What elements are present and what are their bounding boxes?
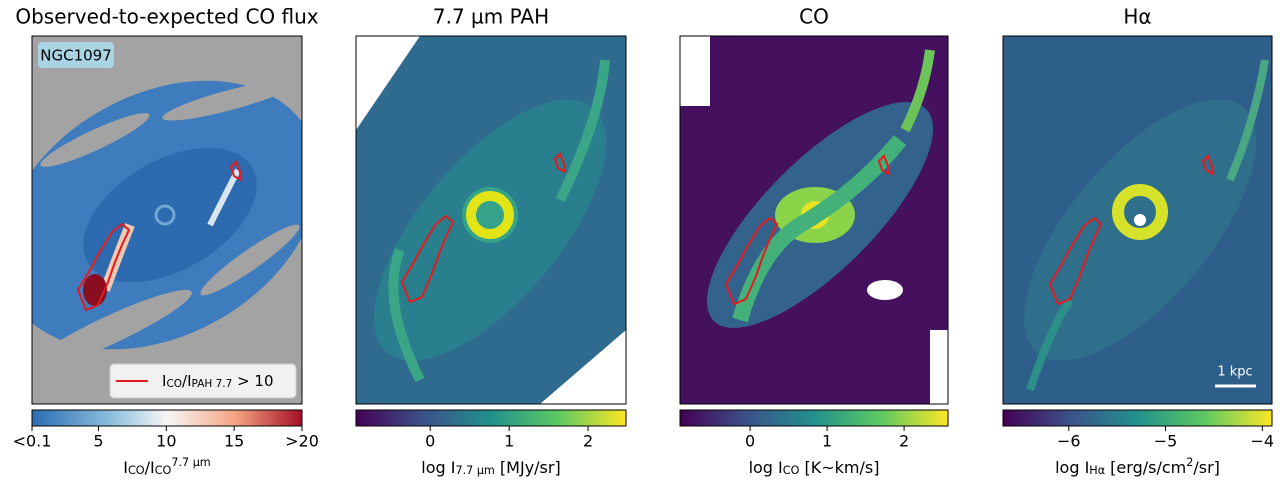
colorbar-tick-label: 2 — [583, 432, 593, 451]
colorbar-tick-label: 5 — [93, 432, 103, 451]
map-image — [0, 26, 367, 404]
panel-title: Observed-to-expected CO flux — [15, 5, 318, 29]
colorbar-label: log I7.7 µm [MJy/sr] — [421, 458, 560, 478]
colorbar-label: ICO/ICO7.7 µm — [123, 456, 210, 477]
colorbar-tick-label: −4 — [1251, 432, 1275, 451]
colorbar-tick-label: 2 — [899, 432, 909, 451]
colorbar — [1003, 410, 1272, 426]
panel-title: 7.7 µm PAH — [433, 5, 549, 29]
colorbar-tick-label: >20 — [285, 432, 319, 451]
figure: NGC1097 ICO/IPAH 7.7 > 10 1 kpc Observed… — [0, 0, 1285, 488]
colorbar-tick-label: −6 — [1057, 432, 1081, 451]
colorbar-tick-label: 0 — [745, 432, 755, 451]
colorbar-tick-label: <0.1 — [13, 432, 52, 451]
label-part: 2 — [1186, 456, 1193, 469]
panel-title: Hα — [1123, 5, 1151, 29]
label-part: log I — [1055, 458, 1089, 477]
colorbar-tick-label: −5 — [1154, 432, 1178, 451]
label-part: CO — [166, 378, 182, 390]
label-part: > 10 — [232, 372, 273, 390]
label-part: CO — [155, 464, 172, 477]
label-part: CO — [783, 464, 800, 477]
galaxy-name: NGC1097 — [40, 47, 112, 65]
panel-title: CO — [799, 5, 829, 29]
colorbar-tick-label: 1 — [822, 432, 832, 451]
map-image — [984, 36, 1285, 404]
colorbar-label: log ICO [K~km/s] — [749, 458, 880, 478]
label-part: 7.7 µm — [171, 456, 210, 469]
label-part: /sr] — [1193, 458, 1220, 477]
label-part: Hα — [1089, 464, 1105, 477]
colorbar — [356, 410, 626, 426]
colorbar-tick-label: 0 — [425, 432, 435, 451]
colorbar — [32, 410, 302, 426]
label-part: [K~km/s] — [799, 458, 879, 477]
colorbar — [680, 410, 948, 426]
label-part: [MJy/sr] — [495, 458, 561, 477]
label-part: PAH 7.7 — [192, 378, 233, 390]
label-part: CO — [128, 464, 145, 477]
map-image — [675, 36, 965, 404]
colorbar-tick-label: 15 — [224, 432, 244, 451]
label-part: log I — [421, 458, 455, 477]
label-part: /I — [145, 458, 155, 477]
colorbar-tick-label: 10 — [156, 432, 176, 451]
scale-bar-label: 1 kpc — [1217, 365, 1252, 380]
label-part: [erg/s/cm — [1105, 458, 1186, 477]
colorbar-tick-label: 1 — [504, 432, 514, 451]
map-image — [334, 36, 647, 404]
label-part: 7.7 µm — [455, 464, 494, 477]
label-part: log I — [749, 458, 783, 477]
label-part: /I — [182, 372, 191, 390]
colorbar-label: log IHα [erg/s/cm2/sr] — [1055, 456, 1220, 477]
